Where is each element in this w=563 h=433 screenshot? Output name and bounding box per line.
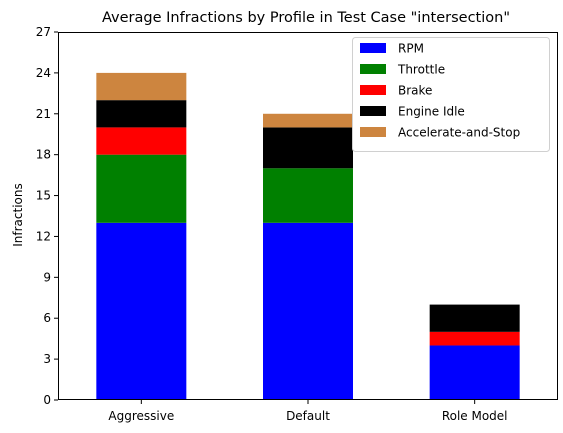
plot-frame bbox=[58, 32, 558, 400]
bar-role-model-rpm bbox=[429, 345, 520, 400]
y-tick-label: 0 bbox=[43, 393, 51, 407]
bar-aggressive-engine-idle bbox=[96, 100, 187, 128]
y-tick-label: 6 bbox=[43, 311, 51, 325]
bar-default-throttle bbox=[263, 168, 353, 223]
bar-default-engine-idle bbox=[263, 127, 353, 169]
bar-default-rpm bbox=[263, 222, 353, 400]
y-tick-label: 15 bbox=[36, 189, 51, 203]
y-tick-label: 27 bbox=[36, 25, 51, 39]
legend-label-rpm: RPM bbox=[398, 42, 424, 56]
x-tick-label-role-model: Role Model bbox=[442, 409, 508, 423]
legend-swatch-brake bbox=[360, 85, 386, 95]
bars-group bbox=[96, 72, 520, 400]
bar-aggressive-brake bbox=[96, 127, 187, 155]
x-axis-ticks: Aggressive Default Role Model bbox=[108, 400, 508, 423]
chart-title: Average Infractions by Profile in Test C… bbox=[102, 10, 510, 26]
bar-aggressive-accelerate-and-stop bbox=[96, 72, 187, 101]
y-tick-label: 9 bbox=[43, 270, 51, 284]
bar-default-accelerate-and-stop bbox=[263, 113, 353, 128]
y-axis-ticks: 0 3 6 9 12 15 18 21 24 27 bbox=[36, 25, 58, 407]
y-tick-label: 12 bbox=[36, 229, 51, 243]
legend-swatch-throttle bbox=[360, 64, 386, 74]
y-axis-label: Infractions bbox=[11, 183, 25, 247]
bar-role-model-brake bbox=[429, 331, 520, 346]
y-tick-label: 3 bbox=[43, 352, 51, 366]
legend-label-brake: Brake bbox=[398, 84, 432, 98]
bar-aggressive-rpm bbox=[96, 222, 187, 400]
legend-swatch-engine-idle bbox=[360, 106, 386, 116]
legend-swatch-accelerate-and-stop bbox=[360, 127, 386, 137]
legend: RPM Throttle Brake Engine Idle Accelerate-an… bbox=[352, 37, 550, 152]
legend-swatch-rpm bbox=[360, 43, 386, 53]
x-tick-label-aggressive: Aggressive bbox=[108, 409, 174, 423]
legend-label-throttle: Throttle bbox=[397, 63, 445, 77]
legend-label-accelerate-and-stop: Accelerate-and-Stop bbox=[398, 126, 520, 140]
bar-aggressive-throttle bbox=[96, 154, 187, 223]
legend-label-engine-idle: Engine Idle bbox=[398, 105, 465, 119]
y-tick-label: 18 bbox=[36, 148, 51, 162]
legend-box bbox=[352, 37, 550, 152]
y-tick-label: 21 bbox=[36, 107, 51, 121]
y-tick-label: 24 bbox=[36, 66, 51, 80]
bar-role-model-engine-idle bbox=[429, 304, 520, 332]
x-tick-label-default: Default bbox=[286, 409, 330, 423]
